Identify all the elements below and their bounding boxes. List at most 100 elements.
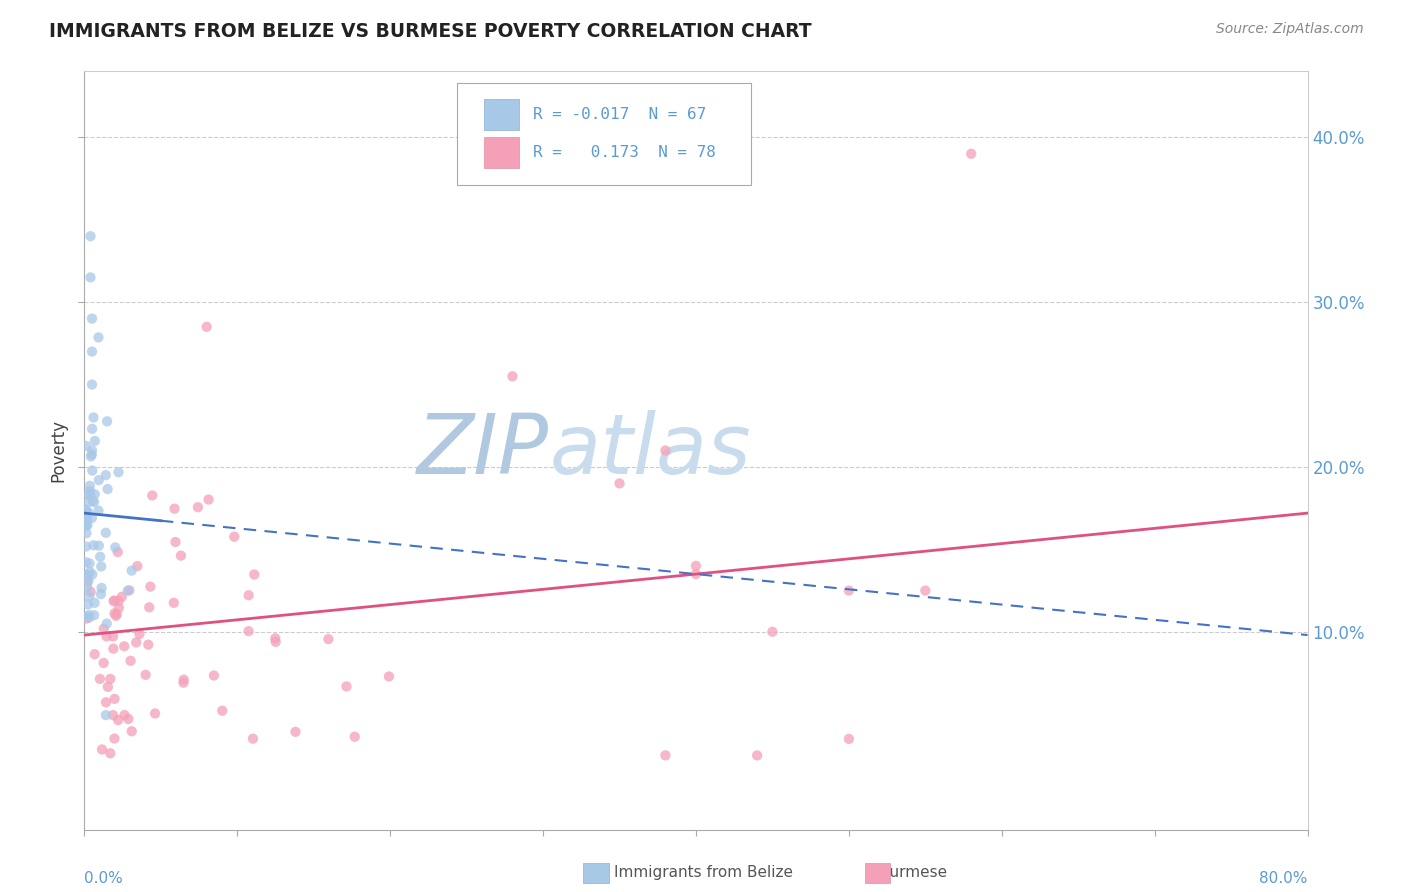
Point [96,629,118,643]
Point [114,708,136,723]
Point [163,501,186,516]
Point [80,311,103,326]
Point [83,434,105,448]
Point [96,616,118,631]
Point [77,589,100,603]
Point [77,598,100,612]
Point [82,422,104,436]
Point [761,624,783,639]
Point [89,549,111,564]
Point [838,731,860,746]
Point [76,580,98,594]
Point [83,487,105,501]
Point [90,559,112,574]
Point [121,564,143,578]
Point [76,575,98,590]
Point [79,270,101,285]
Point [112,640,135,654]
Point [107,545,129,559]
Point [97,680,120,694]
Point [77,607,100,622]
Point [79,488,101,502]
Point [75,526,97,541]
Point [87,503,110,517]
Point [76,611,98,625]
Point [101,708,124,723]
Point [136,638,159,652]
Point [75,518,97,533]
Point [75,517,97,532]
Point [117,583,139,598]
Point [75,609,97,624]
Point [343,730,366,744]
Point [101,629,124,643]
Point [83,410,105,425]
Text: R = -0.017  N = 67: R = -0.017 N = 67 [533,107,707,122]
Point [75,540,97,554]
Point [93,622,115,636]
Point [335,680,357,694]
Point [83,608,105,623]
Point [77,574,100,588]
Point [83,596,105,610]
Point [89,672,111,686]
Point [243,567,266,582]
Point [197,492,219,507]
Point [117,712,139,726]
Point [79,483,101,498]
Point [107,594,129,608]
Point [654,443,676,458]
Point [103,641,125,656]
Point [747,748,769,763]
Point [108,600,131,615]
Point [118,583,141,598]
Point [103,731,125,746]
Point [82,538,104,552]
Point [103,594,125,608]
Point [125,635,148,649]
Point [75,504,97,518]
Point [165,535,187,549]
Point [77,568,100,582]
Point [121,724,143,739]
Point [83,495,105,509]
Point [378,669,401,683]
Point [79,479,101,493]
Point [80,511,103,525]
Point [90,581,112,595]
Point [76,510,98,524]
Text: ZIP: ZIP [418,410,550,491]
Point [238,588,260,602]
Point [98,747,121,761]
Point [75,567,97,582]
Point [98,672,121,686]
Point [173,673,195,687]
Point [87,473,110,487]
Text: 0.0%: 0.0% [84,871,124,887]
Point [80,344,103,359]
Point [238,624,260,639]
Point [80,443,103,458]
Point [103,607,125,621]
Point [242,731,264,746]
Point [93,656,115,670]
Point [79,565,101,579]
Point [80,450,103,464]
Point [97,482,120,496]
Point [138,600,160,615]
Point [173,675,195,690]
Text: R =   0.173  N = 78: R = 0.173 N = 78 [533,145,716,160]
Point [685,567,707,582]
Point [103,691,125,706]
Point [120,654,142,668]
Point [107,713,129,727]
Point [90,587,112,601]
Point [77,505,100,519]
Point [96,414,118,428]
Point [318,632,340,647]
Point [94,708,117,723]
Point [75,439,97,453]
Point [107,465,129,479]
Point [87,330,110,344]
Text: atlas: atlas [550,410,751,491]
